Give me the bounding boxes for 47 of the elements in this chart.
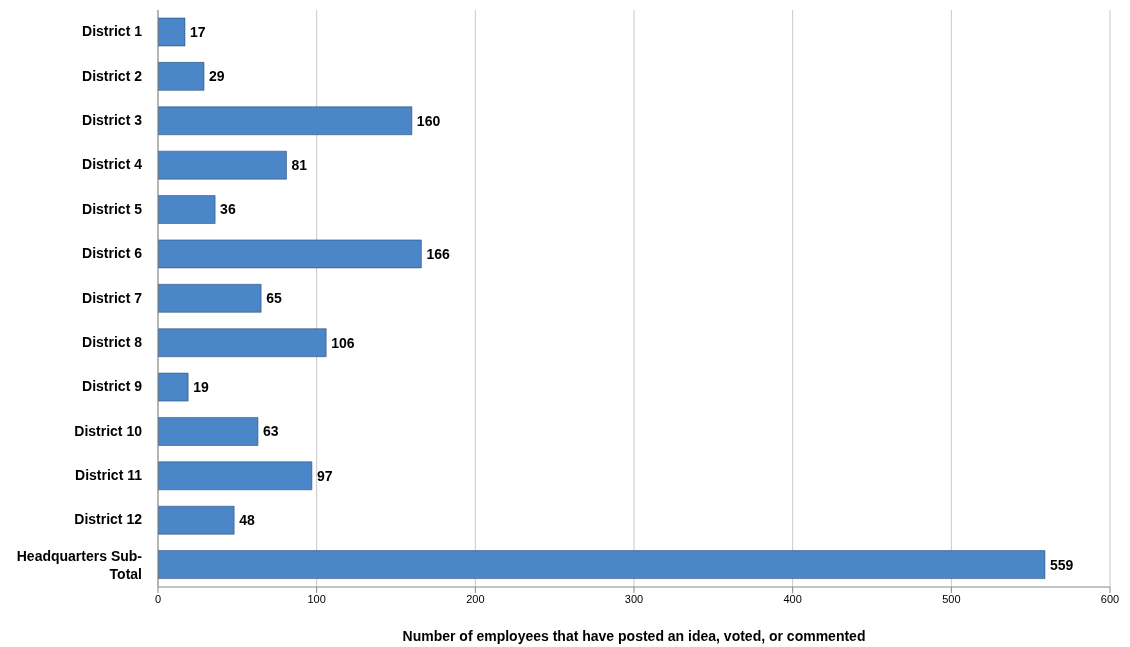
data-label: 29 xyxy=(209,68,225,85)
data-label: 166 xyxy=(426,245,450,262)
bar xyxy=(158,106,413,136)
data-label: 81 xyxy=(291,157,308,174)
x-tick-label: 600 xyxy=(1100,592,1120,605)
y-tick-label: District 7 xyxy=(82,289,143,306)
data-label: 63 xyxy=(262,423,279,440)
bar xyxy=(158,461,313,491)
bar xyxy=(158,17,186,47)
x-tick-label: 0 xyxy=(154,592,162,605)
data-label: 65 xyxy=(266,290,282,307)
bar xyxy=(158,328,327,357)
y-tick-label: District 1 xyxy=(82,22,143,39)
y-tick-label: District 4 xyxy=(82,156,143,173)
bar xyxy=(158,550,1046,579)
y-tick-label: District 9 xyxy=(82,377,143,394)
bar xyxy=(158,417,259,446)
y-tick-label: District 10 xyxy=(74,422,143,439)
x-tick-label: 300 xyxy=(624,592,644,605)
y-tick-label: Headquarters Sub-Total xyxy=(16,547,143,582)
data-label: 36 xyxy=(220,201,236,218)
data-label: 48 xyxy=(239,512,255,529)
y-tick-label: District 11 xyxy=(75,466,143,483)
x-tick-label: 100 xyxy=(307,592,326,605)
data-label: 97 xyxy=(316,467,333,484)
bar xyxy=(158,62,205,91)
x-tick-label: 500 xyxy=(942,592,961,605)
bar xyxy=(158,150,287,180)
bar xyxy=(158,239,422,269)
x-axis-title: Number of employees that have posted an idea, voted, or commented xyxy=(402,628,866,644)
data-label: 559 xyxy=(1049,556,1074,573)
y-tick-label: District 2 xyxy=(82,67,143,84)
x-tick-label: 400 xyxy=(783,592,802,605)
x-tick-label: 200 xyxy=(466,592,485,605)
bar xyxy=(158,505,235,535)
data-label: 106 xyxy=(331,334,355,351)
data-label: 19 xyxy=(193,379,209,396)
bar xyxy=(158,195,216,224)
data-label: 160 xyxy=(416,112,441,129)
data-label: 17 xyxy=(189,23,206,40)
y-tick-label: District 8 xyxy=(82,333,143,350)
bar xyxy=(158,372,189,402)
y-tick-label: District 5 xyxy=(82,200,143,217)
bar xyxy=(158,284,262,313)
y-tick-label: District 6 xyxy=(82,244,143,261)
y-tick-label: District 12 xyxy=(74,511,143,528)
y-tick-label: District 3 xyxy=(82,111,143,128)
